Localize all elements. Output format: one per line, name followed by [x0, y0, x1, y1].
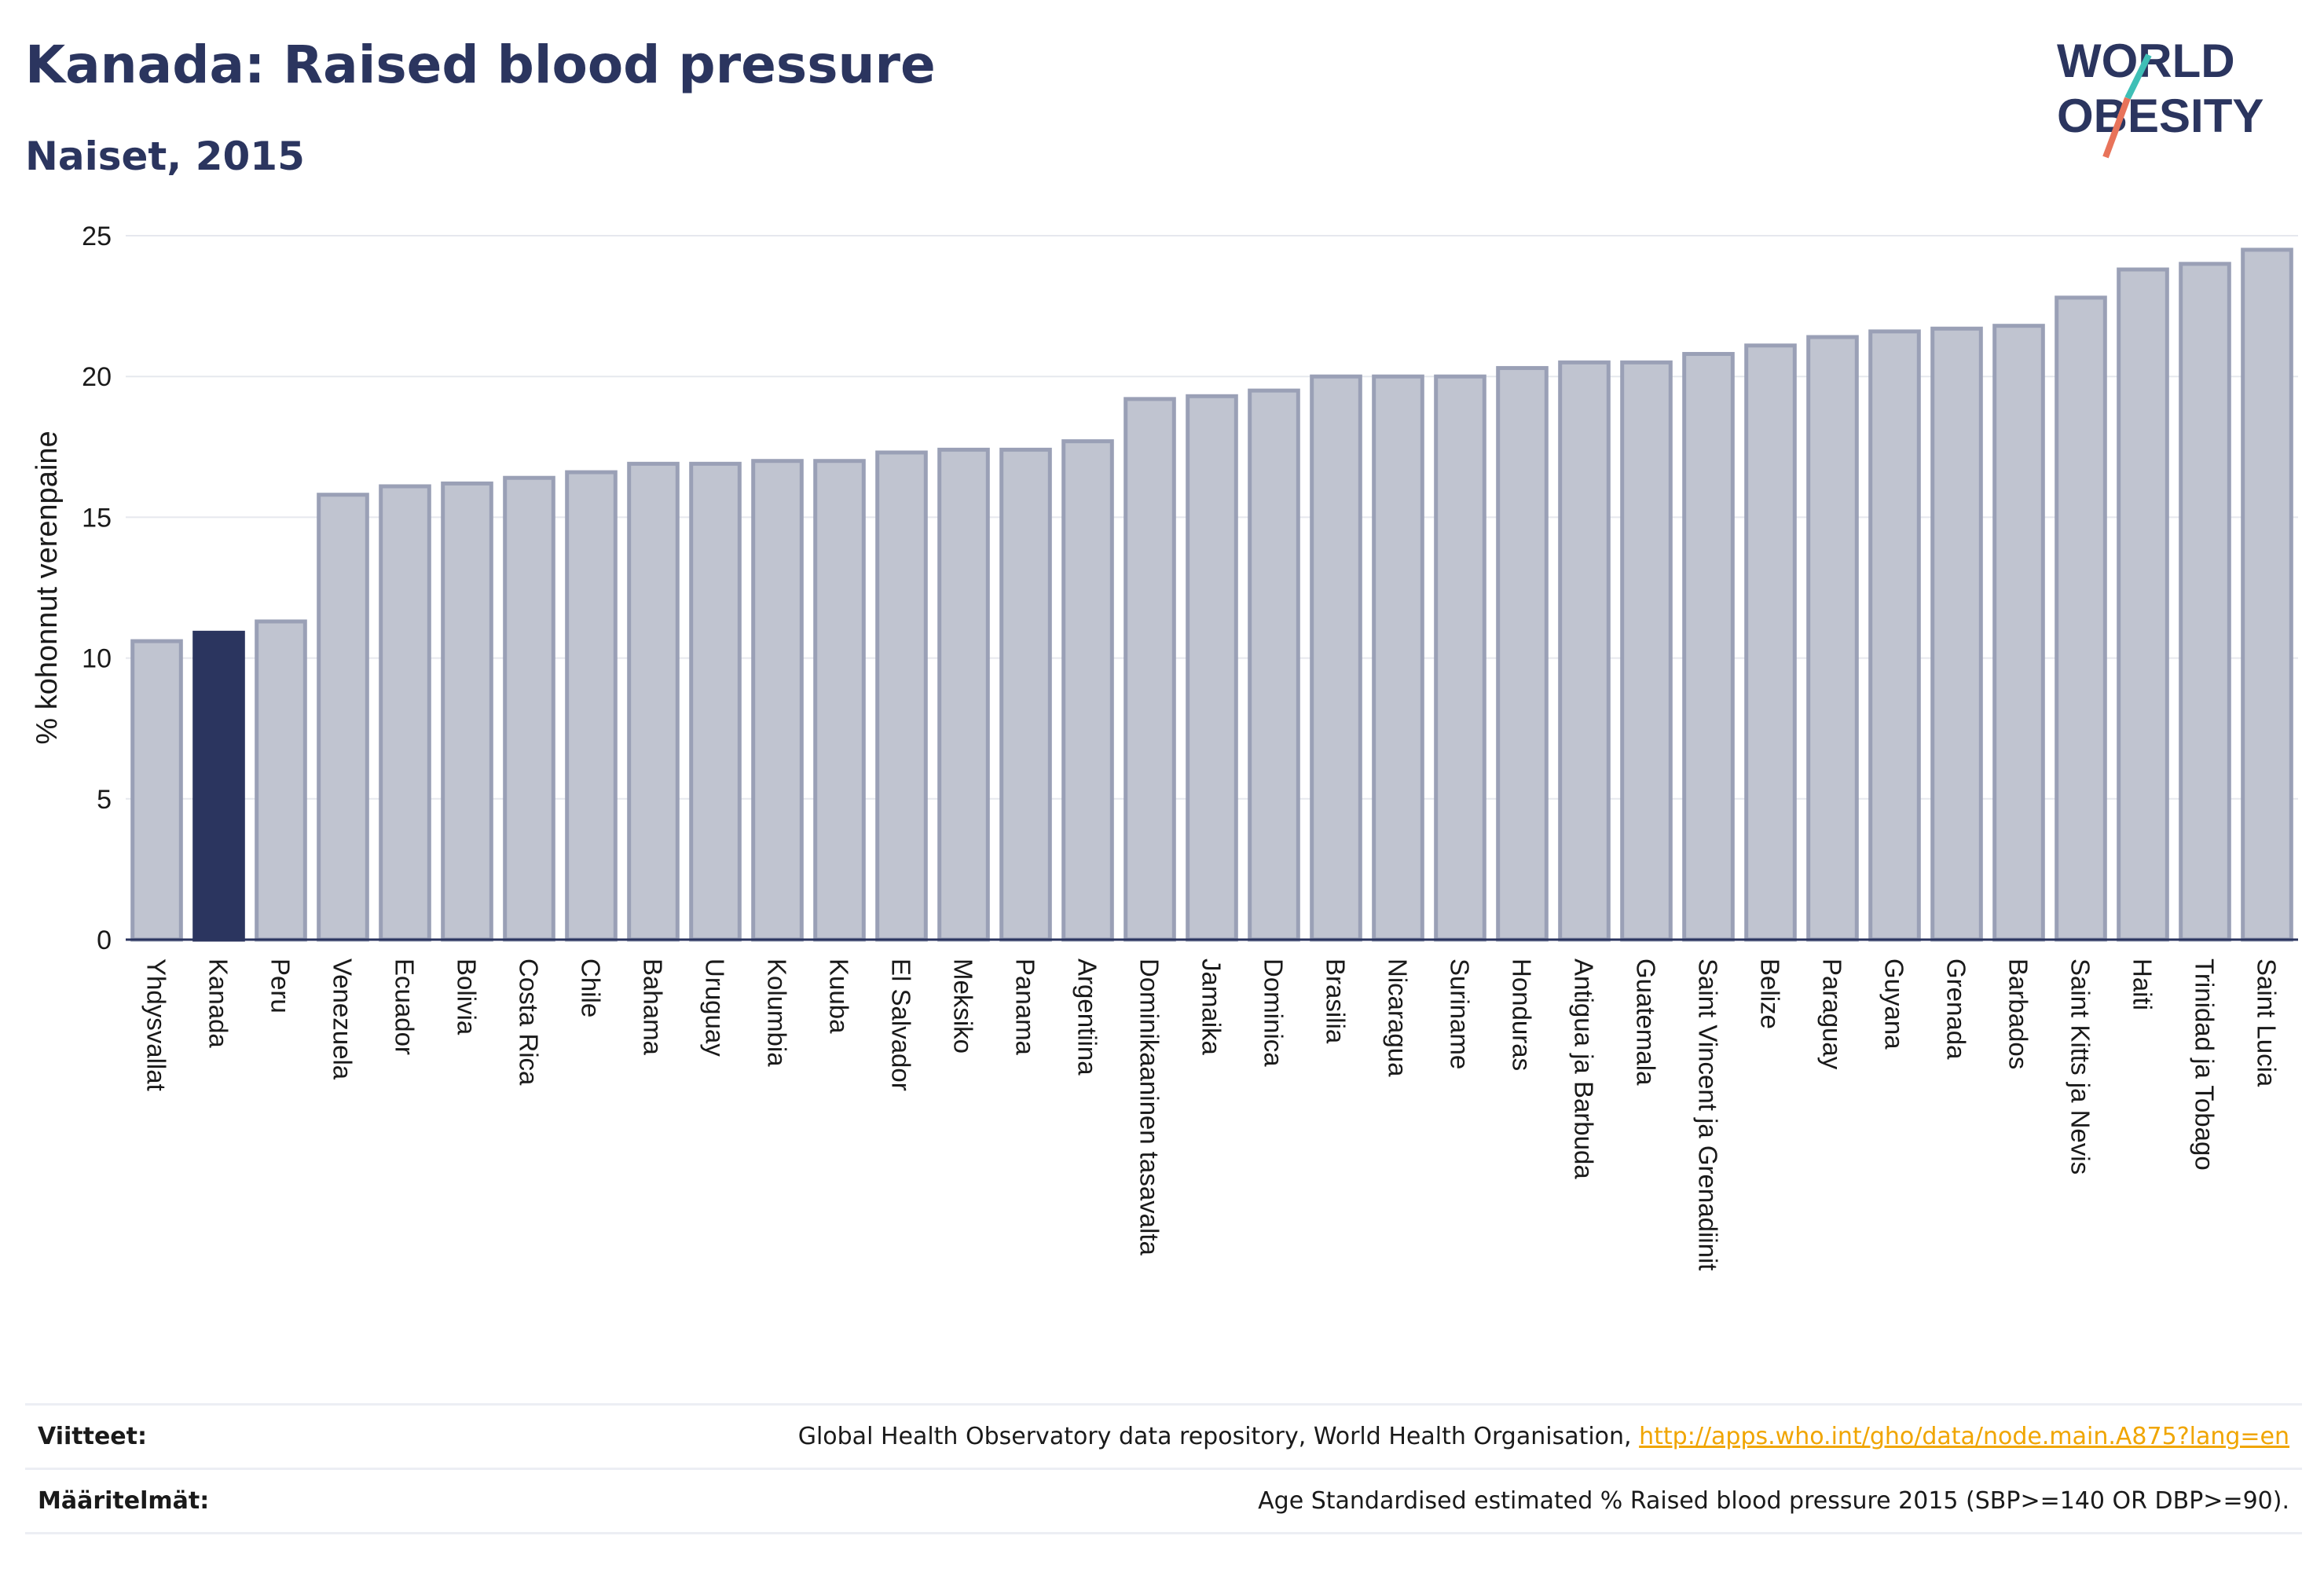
- bar-belize: [1744, 343, 1797, 942]
- bar-brasilia: [1310, 374, 1362, 942]
- bar-suriname: [1434, 374, 1486, 942]
- bar-haiti: [2117, 267, 2169, 942]
- bar-argentiina: [1061, 439, 1114, 942]
- bar-bolivia: [441, 481, 493, 942]
- bar-costa-rica: [503, 475, 555, 942]
- y-tick-label: 5: [97, 785, 112, 815]
- bar-kanada: [192, 630, 245, 942]
- x-tick-label: Jamaika: [1197, 958, 1226, 1056]
- bar-trinidad-ja-tobago: [2179, 262, 2231, 942]
- footer-divider: [25, 1532, 2302, 1534]
- x-tick-label: Bahama: [639, 958, 668, 1056]
- x-tick-label: Belize: [1756, 958, 1785, 1029]
- x-tick-label: Guatemala: [1632, 958, 1661, 1086]
- bar-saint-kitts-ja-nevis: [2055, 295, 2107, 942]
- y-axis-ticks: 0 5 10 15 20 25: [82, 222, 112, 955]
- x-tick-label: Barbados: [2004, 958, 2033, 1069]
- x-tick-label: Uruguay: [701, 958, 730, 1057]
- logo-slash-coral: [2102, 97, 2131, 159]
- x-tick-label: Panama: [1011, 958, 1040, 1056]
- bar-kuuba: [813, 459, 866, 942]
- logo-slash-teal: [2124, 53, 2152, 100]
- y-tick-label: 10: [82, 644, 112, 674]
- x-tick-label: Chile: [577, 958, 606, 1017]
- x-tick-label: Antigua ja Barbuda: [1570, 958, 1599, 1179]
- bar-yhdysvallat: [130, 639, 183, 942]
- x-tick-label: Suriname: [1446, 958, 1475, 1069]
- bar-grenada: [1930, 326, 1983, 942]
- sources-label: Viitteet:: [38, 1423, 147, 1450]
- bar-ecuador: [379, 484, 431, 942]
- x-tick-label: Saint Kitts ja Nevis: [2066, 958, 2095, 1175]
- x-tick-label: Ecuador: [390, 958, 420, 1055]
- x-tick-label: Kuuba: [825, 958, 854, 1034]
- bar-honduras: [1496, 365, 1549, 942]
- x-axis-labels: Yhdysvallat Kanada Peru Venezuela Ecuador Bol…: [142, 958, 2282, 1270]
- footer-definitions: Määritelmät: Age Standardised estimated …: [25, 1468, 2302, 1531]
- bar-jamaika: [1186, 394, 1238, 942]
- bar-nicaragua: [1372, 374, 1424, 942]
- bar-barbados: [1992, 324, 2045, 942]
- logo-line2: OBESITY: [2057, 90, 2264, 142]
- bar-saint-vincent-ja-grenadiinit: [1682, 352, 1735, 942]
- sources-text: Global Health Observatory data repositor…: [797, 1423, 1632, 1450]
- x-tick-label: Nicaragua: [1384, 958, 1413, 1077]
- bars: [130, 247, 2293, 942]
- bar-el-salvador: [875, 450, 928, 942]
- x-tick-label: Paraguay: [1818, 958, 1847, 1070]
- x-tick-label: Peru: [266, 958, 295, 1013]
- x-tick-label: El Salvador: [887, 958, 916, 1091]
- chart-title: Kanada: Raised blood pressure: [25, 35, 936, 95]
- x-tick-label: Yhdysvallat: [142, 958, 171, 1091]
- bar-kolumbia: [751, 459, 804, 942]
- bar-paraguay: [1806, 335, 1859, 942]
- x-tick-label: Kanada: [204, 958, 233, 1048]
- sources-value: Global Health Observatory data repositor…: [798, 1423, 2289, 1450]
- x-tick-label: Dominikaaninen tasavalta: [1135, 958, 1164, 1256]
- y-tick-label: 15: [82, 503, 112, 533]
- x-tick-label: Haiti: [2128, 958, 2157, 1010]
- bar-chart: 0 5 10 15 20 25 Yhdysvallat Kanada Peru Venezuel…: [31, 222, 2298, 1270]
- footer-sources: Viitteet: Global Health Observatory data…: [25, 1403, 2302, 1467]
- definitions-label: Määritelmät:: [38, 1487, 210, 1515]
- bar-bahama: [627, 461, 680, 942]
- y-tick-label: 0: [97, 925, 112, 955]
- bar-guatemala: [1620, 360, 1673, 942]
- y-axis-label: % kohonnut verenpaine: [31, 431, 64, 744]
- x-tick-label: Saint Lucia: [2253, 958, 2282, 1087]
- x-tick-label: Grenada: [1942, 958, 1971, 1060]
- x-tick-label: Brasilia: [1321, 958, 1351, 1044]
- bar-meksiko: [937, 447, 990, 942]
- bar-uruguay: [689, 461, 742, 942]
- x-tick-label: Honduras: [1508, 958, 1537, 1071]
- bar-venezuela: [317, 493, 369, 942]
- chart-subtitle: Naiset, 2015: [25, 134, 305, 179]
- x-tick-label: Costa Rica: [515, 958, 544, 1086]
- x-tick-label: Kolumbia: [763, 958, 792, 1067]
- bar-saint-lucia: [2241, 247, 2293, 942]
- x-tick-label: Argentiina: [1073, 958, 1102, 1076]
- bar-panama: [999, 447, 1052, 942]
- y-tick-label: 20: [82, 362, 112, 392]
- x-tick-label: Dominica: [1259, 958, 1288, 1067]
- x-tick-label: Venezuela: [328, 958, 357, 1080]
- world-obesity-logo: WORLD OBESITY: [2057, 39, 2264, 159]
- bar-guyana: [1868, 329, 1921, 942]
- y-tick-label: 25: [82, 222, 112, 251]
- x-tick-label: Bolivia: [453, 958, 482, 1035]
- x-tick-label: Guyana: [1880, 958, 1909, 1050]
- bar-dominica: [1248, 388, 1300, 942]
- sources-link[interactable]: http://apps.who.int/gho/data/node.main.A…: [1639, 1423, 2289, 1450]
- bar-chile: [565, 470, 618, 942]
- x-tick-label: Meksiko: [949, 958, 978, 1054]
- definitions-text: Age Standardised estimated % Raised bloo…: [1258, 1487, 2289, 1515]
- bar-antigua-ja-barbuda: [1558, 360, 1611, 942]
- x-tick-label: Trinidad ja Tobago: [2190, 958, 2220, 1171]
- bar-dominikaaninen-tasavalta: [1124, 397, 1176, 942]
- x-tick-label: Saint Vincent ja Grenadiinit: [1694, 958, 1723, 1270]
- bar-peru: [255, 619, 307, 942]
